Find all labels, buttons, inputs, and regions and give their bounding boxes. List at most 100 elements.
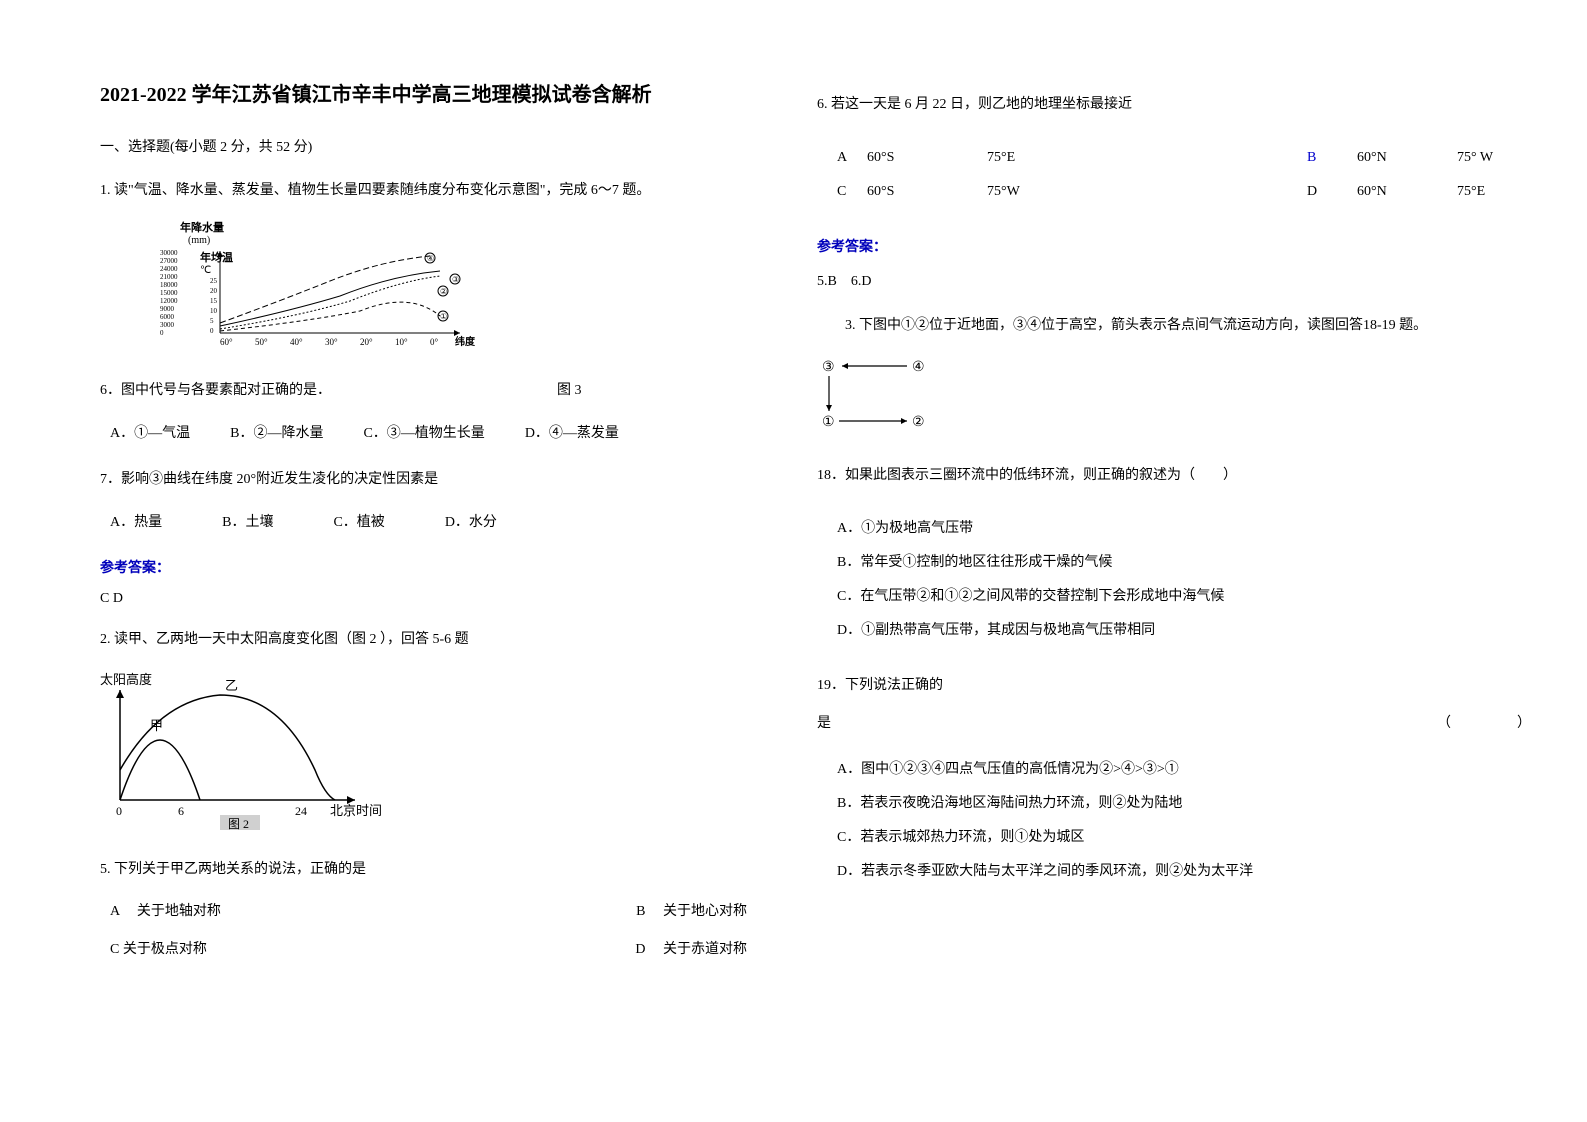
q6-opt-d: D．④—蒸发量 (525, 421, 619, 446)
fig3-caption: 图 3 (557, 378, 757, 403)
q18-opt-c: C．在气压带②和①②之间风带的交替控制下会形成地中海气候 (837, 585, 1537, 605)
fig3-ytick: 12000 (160, 297, 178, 305)
fig2-caption: 图 2 (228, 817, 249, 830)
q6b-cell: 75°E (987, 141, 1307, 175)
node-3: ③ (822, 360, 835, 375)
q6b-table: A 60°S 75°E B 60°N 75° W C 60°S 75°W D 6… (817, 141, 1537, 208)
series-1: ① (440, 312, 447, 321)
fig3-ytick: 9000 (160, 305, 175, 313)
q6b-cell: A (817, 141, 867, 175)
fig3-y-unit-1: (mm) (188, 235, 210, 246)
fig3-y-title-2: 年均温 (200, 250, 233, 264)
answer-1: C D (100, 591, 757, 607)
q6b-cell: B (1307, 141, 1357, 175)
q7-opt-d: D．水分 (445, 510, 497, 535)
fig2-xtick: 24 (295, 804, 307, 818)
node-4: ④ (912, 360, 925, 375)
figure-3: 年降水量 (mm) 30000 27000 24000 21000 18000 … (160, 221, 757, 356)
q6-opt-b: B．②—降水量 (230, 421, 323, 446)
q19-opt-c: C．若表示城郊热力环流，则①处为城区 (837, 826, 1537, 846)
figure-arrows: ③ ④ ① ② (817, 356, 1537, 441)
fig2-xtick: 6 (178, 804, 184, 818)
fig3-ytick2: 15 (210, 297, 218, 305)
fig3-xtick: 0° (430, 337, 439, 347)
fig3-ytick: 21000 (160, 273, 178, 281)
fig3-xtick: 30° (325, 337, 338, 347)
q7-opt-c: C．植被 (333, 510, 384, 535)
q18-opt-b: B．常年受①控制的地区往往形成干燥的气候 (837, 551, 1537, 571)
q18-opt-a: A．①为极地高气压带 (837, 517, 1537, 537)
node-1: ① (822, 415, 835, 430)
answer-label-2: 参考答案： (817, 236, 1537, 256)
q6b-stem: 6. 若这一天是 6 月 22 日，则乙地的地理坐标最接近 (817, 92, 1537, 117)
fig3-ytick: 6000 (160, 313, 175, 321)
fig3-xtick: 40° (290, 337, 303, 347)
series-3: ③ (452, 275, 459, 284)
fig3-ytick2: 10 (210, 307, 218, 315)
q5-stem: 5. 下列关于甲乙两地关系的说法，正确的是 (100, 857, 757, 882)
q6b-cell: D (1307, 175, 1357, 209)
fig3-ytick: 18000 (160, 281, 178, 289)
fig3-xtick: 60° (220, 337, 233, 347)
fig2-x-label: 北京时间 (330, 803, 382, 818)
fig3-ytick2: 20 (210, 287, 218, 295)
q6b-cell: 60°S (867, 175, 987, 209)
q3-stem: 3. 下图中①②位于近地面，③④位于高空，箭头表示各点间气流运动方向，读图回答1… (817, 312, 1537, 340)
section-header: 一、选择题(每小题 2 分，共 52 分) (100, 136, 757, 156)
q6-opt-a: A．①—气温 (110, 421, 190, 446)
q18-opt-d: D．①副热带高气压带，其成因与极地高气压带相同 (837, 619, 1537, 639)
fig3-xtick: 50° (255, 337, 268, 347)
q6b-cell: C (817, 175, 867, 209)
q6b-cell: 60°N (1357, 141, 1457, 175)
fig3-xtick: 20° (360, 337, 373, 347)
q19-stem-2: 是 (817, 712, 831, 732)
fig3-x-label: 纬度 (455, 335, 476, 348)
fig2-y-label: 太阳高度 (100, 672, 152, 687)
q19-opt-d: D．若表示冬季亚欧大陆与太平洋之间的季风环流，则②处为太平洋 (837, 860, 1537, 880)
series-4: ④ (427, 254, 434, 263)
answer-56: 5.B 6.D (817, 270, 1537, 290)
page-title: 2021-2022 学年江苏省镇江市辛丰中学高三地理模拟试卷含解析 (100, 80, 757, 110)
q19-options: A．图中①②③④四点气压值的高低情况为②>④>③>① B．若表示夜晚沿海地区海陆… (837, 744, 1537, 894)
fig3-ytick2: 0 (210, 327, 214, 335)
q6b-cell: 60°S (867, 141, 987, 175)
fig3-ytick: 30000 (160, 249, 178, 257)
figure-2: 太阳高度 甲 乙 0 6 24 北京时间 图 2 (100, 670, 757, 835)
q5-opt-c: C 关于极点对称 (110, 938, 207, 958)
q6-stem: 6．图中代号与各要素配对正确的是． (100, 378, 557, 403)
q18-options: A．①为极地高气压带 B．常年受①控制的地区往往形成干燥的气候 C．在气压带②和… (837, 503, 1537, 653)
fig3-ytick2: 25 (210, 277, 218, 285)
fig3-y-title-1: 年降水量 (180, 221, 224, 234)
q6b-cell: 75° W (1457, 141, 1537, 175)
q7-stem: 7．影响③曲线在纬度 20°附近发生凌化的决定性因素是 (100, 467, 757, 492)
q5-opt-b: B 关于地心对称 (636, 900, 747, 920)
q5-opt-a: A 关于地轴对称 (110, 900, 221, 920)
q19-stem-1: 19．下列说法正确的 (817, 673, 1537, 698)
fig3-ytick: 0 (160, 329, 164, 337)
q18-stem: 18．如果此图表示三圈环流中的低纬环流，则正确的叙述为（ ） (817, 463, 1537, 488)
series-2: ② (440, 287, 447, 296)
fig3-ytick: 15000 (160, 289, 178, 297)
q6-options: A．①—气温 B．②—降水量 C．③—植物生长量 D．④—蒸发量 (110, 421, 757, 446)
fig3-ytick: 27000 (160, 257, 178, 265)
q5-opt-d: D 关于赤道对称 (635, 938, 747, 958)
q7-options: A．热量 B．土壤 C．植被 D．水分 (110, 510, 757, 535)
q1-stem: 1. 读"气温、降水量、蒸发量、植物生长量四要素随纬度分布变化示意图"，完成 6… (100, 178, 757, 203)
fig3-ytick2: 5 (210, 317, 214, 325)
node-2: ② (912, 415, 925, 430)
q19-opt-b: B．若表示夜晚沿海地区海陆间热力环流，则②处为陆地 (837, 792, 1537, 812)
q6-opt-c: C．③—植物生长量 (363, 421, 484, 446)
fig3-y-unit-2: ℃ (200, 265, 211, 276)
q19-paren: （ ） (1437, 712, 1537, 732)
fig2-curve-yi: 乙 (225, 678, 238, 693)
q2-stem: 2. 读甲、乙两地一天中太阳高度变化图（图 2 ），回答 5-6 题 (100, 627, 757, 652)
fig3-ytick: 3000 (160, 321, 175, 329)
q7-opt-b: B．土壤 (222, 510, 273, 535)
q6b-cell: 75°E (1457, 175, 1537, 209)
q6b-cell: 60°N (1357, 175, 1457, 209)
fig2-xtick: 0 (116, 804, 122, 818)
answer-label-1: 参考答案： (100, 557, 757, 577)
q6b-cell: 75°W (987, 175, 1307, 209)
q7-opt-a: A．热量 (110, 510, 162, 535)
fig3-ytick: 24000 (160, 265, 178, 273)
